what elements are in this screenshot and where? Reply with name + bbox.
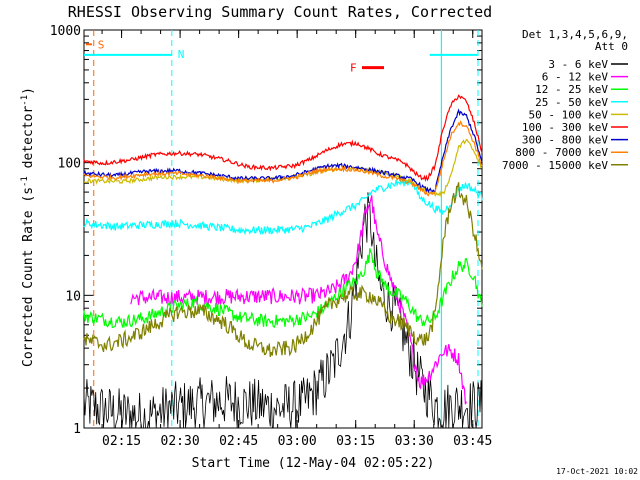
x-tick-label: 02:15 [102, 434, 141, 449]
chart-title: RHESSI Observing Summary Count Rates, Co… [68, 3, 492, 21]
y-tick-label: 1000 [50, 24, 81, 39]
plot-area: 1 10 100 1000 02:15 02:30 02:45 03:00 03:15 03:30… [50, 24, 493, 449]
legend-entry-label: 50 - 100 keV [529, 108, 609, 121]
legend-entry-label: 800 - 7000 keV [515, 146, 608, 159]
legend-entry-label: 3 - 6 keV [548, 58, 608, 71]
legend-entry-label: 25 - 50 keV [535, 96, 608, 109]
y-axis-label-unit: detector [21, 106, 36, 177]
x-tick-label: 03:30 [395, 434, 434, 449]
y-axis-label-close: ) [21, 87, 36, 95]
x-tick-label: 02:45 [219, 434, 258, 449]
legend-entry-label: 6 - 12 keV [542, 71, 609, 84]
legend-entry-label: 300 - 800 keV [522, 134, 608, 147]
series-line [83, 178, 483, 236]
series-line [83, 248, 483, 329]
x-tick-label: 03:45 [453, 434, 492, 449]
series-line [83, 94, 483, 183]
plot-frame [83, 29, 483, 429]
legend-entry-label: 100 - 300 keV [522, 121, 608, 134]
series-line [83, 192, 483, 429]
x-tick-label: 03:00 [278, 434, 317, 449]
legend-header: Det 1,3,4,5,6,9, [522, 28, 628, 41]
x-tick-label: 03:15 [336, 434, 375, 449]
series-line [130, 195, 467, 405]
y-axis-label-exp2: -1 [20, 95, 30, 106]
legend-header: Att 0 [595, 40, 628, 53]
series-line [83, 120, 483, 197]
legend-entry-label: 7000 - 15000 keV [502, 159, 608, 172]
y-axis-label-text: Corrected Count Rate (s [21, 187, 36, 367]
y-tick-label: 1 [73, 422, 81, 437]
series-line [83, 182, 483, 358]
night-label: N [178, 48, 185, 61]
attenuator-label: S [98, 38, 105, 51]
legend-entry-label: 12 - 25 keV [535, 83, 608, 96]
y-axis-label-exp1: -1 [20, 176, 30, 187]
y-tick-label: 10 [65, 289, 81, 304]
y-tick-label: 100 [58, 157, 81, 172]
x-tick-label: 02:30 [161, 434, 200, 449]
generation-timestamp: 17-Oct-2021 10:02 [556, 467, 638, 476]
y-axis-label: Corrected Count Rate (s-1 detector-1) [20, 87, 36, 367]
flare-label: F [350, 62, 357, 75]
x-axis-label: Start Time (12-May-04 02:05:22) [192, 456, 435, 471]
